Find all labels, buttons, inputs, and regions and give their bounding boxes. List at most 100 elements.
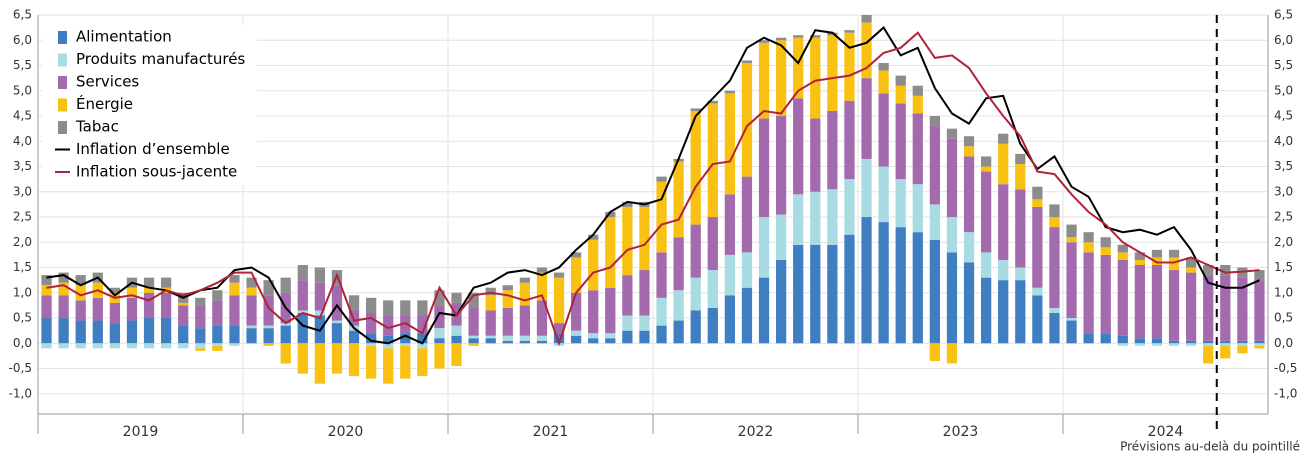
bar xyxy=(605,211,616,218)
bar xyxy=(861,15,872,23)
bar xyxy=(946,128,958,139)
bar xyxy=(161,343,172,349)
bar xyxy=(109,343,120,349)
bar xyxy=(1117,244,1128,253)
y2-tick-label: 1,5 xyxy=(1274,260,1293,274)
bar xyxy=(605,217,616,288)
bar xyxy=(1203,265,1214,276)
bar xyxy=(263,325,274,329)
bar xyxy=(502,290,513,308)
legend-label: Énergie xyxy=(76,94,133,113)
bar xyxy=(143,318,155,344)
bar xyxy=(861,158,872,218)
bar xyxy=(434,338,445,344)
bar xyxy=(229,295,240,326)
bar xyxy=(1168,249,1180,258)
bar xyxy=(1066,224,1077,238)
bar xyxy=(639,315,650,331)
y-tick-label: 4,0 xyxy=(13,134,32,148)
bar xyxy=(998,259,1009,281)
bar xyxy=(1203,275,1214,341)
bar xyxy=(1015,163,1026,190)
bar xyxy=(553,277,565,324)
bar xyxy=(724,194,735,255)
bar xyxy=(741,62,753,177)
bar xyxy=(58,272,69,283)
bar xyxy=(622,330,633,344)
bar xyxy=(929,239,940,344)
bar xyxy=(366,297,377,313)
bar xyxy=(758,118,770,218)
bar xyxy=(75,320,86,344)
bar xyxy=(878,222,889,344)
bar xyxy=(58,282,69,296)
bar xyxy=(1049,204,1060,218)
y-tick-label: 6,0 xyxy=(13,33,32,47)
bar xyxy=(161,292,172,319)
bar xyxy=(793,194,804,245)
y-tick-label: 4,5 xyxy=(13,109,32,123)
bar xyxy=(827,35,838,111)
bar xyxy=(366,312,377,334)
bar xyxy=(263,295,274,326)
bar xyxy=(878,70,889,94)
bar xyxy=(468,292,479,308)
bar xyxy=(776,37,787,41)
y2-tick-label: 6,0 xyxy=(1274,33,1293,47)
bar xyxy=(1168,343,1180,346)
bar xyxy=(998,184,1009,260)
bar xyxy=(758,277,770,344)
y-tick-label: -1,0 xyxy=(9,386,32,400)
bar xyxy=(673,290,684,321)
bar xyxy=(656,181,667,253)
y2-tick-label: -0,5 xyxy=(1274,361,1297,375)
bar xyxy=(75,275,86,286)
bar xyxy=(1083,232,1094,243)
bar xyxy=(229,282,240,296)
bar xyxy=(143,292,155,319)
bar xyxy=(605,338,616,344)
bar xyxy=(861,217,872,344)
bar xyxy=(280,323,291,326)
bar xyxy=(41,285,52,296)
bar xyxy=(417,343,428,349)
bar xyxy=(946,343,958,364)
bar xyxy=(844,234,855,344)
bar xyxy=(707,270,718,308)
legend-swatch xyxy=(58,31,67,44)
bar xyxy=(434,290,445,306)
bar xyxy=(690,224,701,278)
y2-tick-label: -1,0 xyxy=(1274,386,1297,400)
bar xyxy=(776,214,787,260)
bar xyxy=(502,285,513,291)
bar xyxy=(844,30,855,33)
bar xyxy=(776,116,787,215)
bar xyxy=(981,156,992,167)
bar xyxy=(588,234,599,240)
bar xyxy=(1117,343,1128,346)
bar xyxy=(1100,254,1111,334)
bar xyxy=(553,272,565,278)
bar xyxy=(1066,318,1077,321)
bar xyxy=(656,325,667,344)
bar xyxy=(810,191,821,245)
bar xyxy=(1066,320,1077,344)
bar xyxy=(673,161,684,238)
bar xyxy=(810,37,821,119)
bar xyxy=(485,310,496,336)
bar xyxy=(1117,259,1128,336)
bar xyxy=(878,166,889,223)
bar xyxy=(1237,277,1248,341)
bar xyxy=(468,335,479,339)
bar xyxy=(1015,280,1026,344)
bar xyxy=(468,307,479,336)
y-tick-label: 2,0 xyxy=(13,235,32,249)
bar xyxy=(946,138,958,218)
bar xyxy=(519,335,530,341)
bar xyxy=(400,300,411,316)
bar xyxy=(1134,259,1145,266)
bar xyxy=(246,325,257,329)
bar xyxy=(741,60,753,63)
bar xyxy=(263,280,274,296)
legend-label: Inflation sous-jacente xyxy=(76,163,237,181)
